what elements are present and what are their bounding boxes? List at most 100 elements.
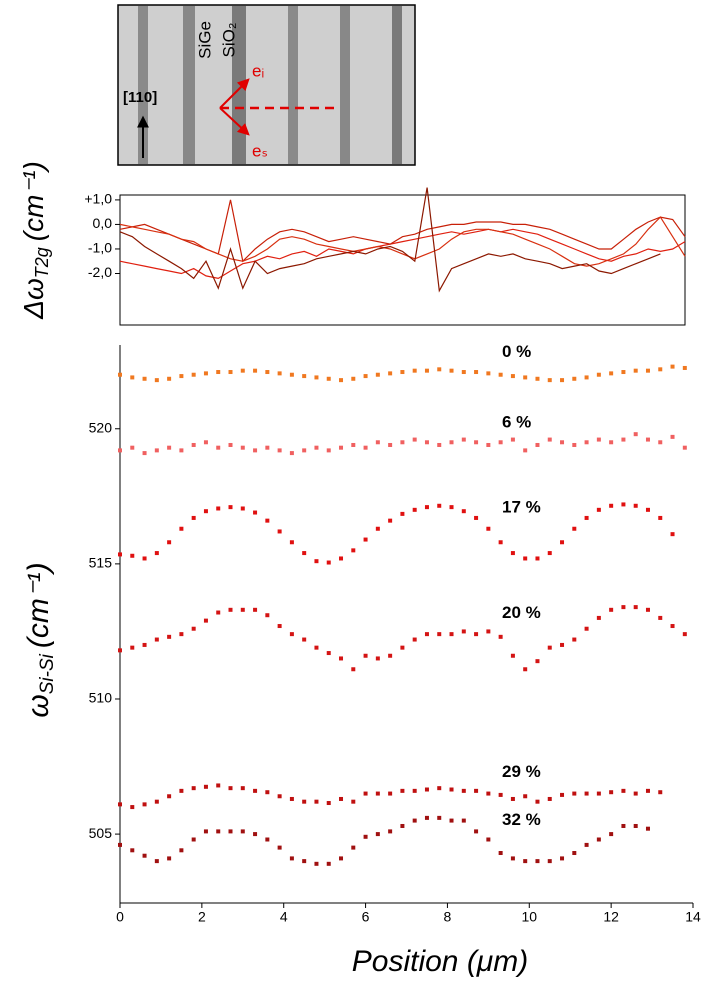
data-point [510, 551, 515, 556]
data-point [400, 440, 405, 445]
data-line [119, 216, 686, 267]
data-point [289, 632, 294, 637]
data-point [167, 540, 172, 545]
data-point [228, 786, 233, 791]
data-point [474, 632, 479, 637]
data-point [203, 618, 208, 623]
data-point [388, 653, 393, 658]
data-point [498, 634, 503, 639]
data-point [523, 556, 528, 561]
data-point [191, 786, 196, 791]
data-point [523, 375, 528, 380]
data-point [253, 832, 258, 837]
y-tick-label: +1,0 [84, 191, 112, 207]
data-point [363, 834, 368, 839]
data-point [523, 448, 528, 453]
data-point [326, 651, 331, 656]
data-point [412, 507, 417, 512]
data-point [363, 445, 368, 450]
data-point [154, 448, 159, 453]
data-point [314, 645, 319, 650]
data-point [633, 368, 638, 373]
y-axis-title: ΔωT2g (cm⁻¹) [18, 161, 51, 320]
data-point [609, 371, 614, 376]
y-axis-title-symbol: ω [22, 694, 55, 717]
data-point [351, 667, 356, 672]
data-point [560, 642, 565, 647]
series-label: 17 % [502, 497, 541, 516]
data-point [253, 368, 258, 373]
data-point [388, 829, 393, 834]
x-tick-label: 0 [116, 909, 124, 925]
data-point [130, 645, 135, 650]
data-point [388, 791, 393, 796]
data-point [510, 653, 515, 658]
data-point [154, 637, 159, 642]
data-point [424, 632, 429, 637]
data-point [584, 791, 589, 796]
data-point [474, 829, 479, 834]
data-point [523, 794, 528, 799]
data-point [437, 367, 442, 372]
data-point [670, 364, 675, 369]
data-point [596, 437, 601, 442]
data-point [363, 374, 368, 379]
data-point [302, 551, 307, 556]
data-point [240, 607, 245, 612]
data-point [277, 794, 282, 799]
series-label: 0 % [502, 342, 531, 361]
series-label: 29 % [502, 762, 541, 781]
inset-image: SiGe SiO₂ [110] eᵢ eₛ [117, 4, 416, 166]
data-point [596, 372, 601, 377]
data-point [412, 437, 417, 442]
y-tick-label: 520 [89, 419, 113, 435]
data-point [289, 372, 294, 377]
data-point [486, 526, 491, 531]
data-point [560, 856, 565, 861]
data-point [510, 437, 515, 442]
data-point [351, 548, 356, 553]
data-point [191, 626, 196, 631]
x-tick-label: 6 [362, 909, 370, 925]
data-point [179, 448, 184, 453]
data-point [216, 783, 221, 788]
data-point [339, 656, 344, 661]
data-point [167, 794, 172, 799]
data-point [167, 445, 172, 450]
data-point [400, 823, 405, 828]
data-point [474, 515, 479, 520]
data-point [191, 837, 196, 842]
data-point [633, 605, 638, 610]
data-point [375, 372, 380, 377]
data-point [118, 372, 122, 377]
data-point [560, 378, 565, 383]
data-point [461, 370, 466, 375]
data-point [314, 799, 319, 804]
data-point [154, 378, 159, 383]
data-point [240, 506, 245, 511]
data-point [645, 788, 650, 793]
data-point [596, 615, 601, 620]
data-point [437, 815, 442, 820]
x-axis-title: Position (μm) [352, 945, 528, 978]
data-point [486, 371, 491, 376]
data-point [547, 437, 552, 442]
data-point [486, 442, 491, 447]
data-point [302, 448, 307, 453]
data-point [339, 856, 344, 861]
data-point [277, 624, 282, 629]
data-point [437, 442, 442, 447]
data-point [670, 532, 675, 537]
data-point [265, 445, 270, 450]
data-point [645, 437, 650, 442]
data-point [609, 503, 614, 508]
data-point [498, 440, 503, 445]
data-point [596, 507, 601, 512]
data-point [424, 815, 429, 820]
data-point [633, 791, 638, 796]
data-point [375, 791, 380, 796]
data-point [584, 515, 589, 520]
data-point [572, 442, 577, 447]
data-point [203, 784, 208, 789]
